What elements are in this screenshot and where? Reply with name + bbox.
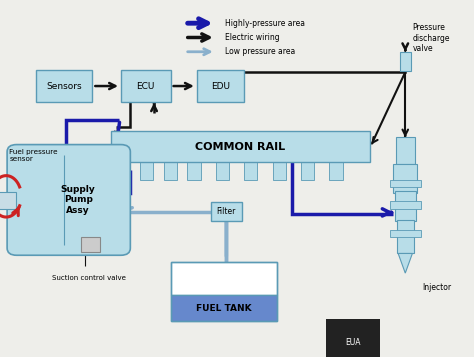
FancyBboxPatch shape: [111, 131, 370, 162]
Text: Sensors: Sensors: [46, 81, 82, 91]
FancyBboxPatch shape: [216, 159, 229, 180]
Text: Suction control valve: Suction control valve: [52, 275, 126, 281]
Text: Electric wiring: Electric wiring: [225, 33, 280, 42]
Text: FUEL TANK: FUEL TANK: [196, 303, 252, 312]
FancyBboxPatch shape: [81, 237, 100, 252]
Text: COMMON RAIL: COMMON RAIL: [195, 142, 286, 152]
FancyBboxPatch shape: [273, 159, 286, 180]
FancyBboxPatch shape: [329, 159, 343, 180]
FancyBboxPatch shape: [164, 159, 177, 180]
FancyBboxPatch shape: [396, 137, 415, 164]
FancyBboxPatch shape: [397, 220, 414, 253]
FancyBboxPatch shape: [121, 70, 171, 102]
Text: Fuel pressure
sensor: Fuel pressure sensor: [9, 149, 58, 162]
FancyBboxPatch shape: [400, 52, 411, 71]
FancyBboxPatch shape: [244, 159, 257, 180]
Text: Supply
Pump
Assy: Supply Pump Assy: [61, 185, 96, 215]
Text: ECU: ECU: [137, 81, 155, 91]
FancyBboxPatch shape: [395, 191, 416, 221]
Text: Highly-pressure area: Highly-pressure area: [225, 19, 305, 28]
Text: Filter: Filter: [217, 207, 236, 216]
FancyBboxPatch shape: [390, 230, 421, 237]
Text: Injector: Injector: [422, 283, 451, 292]
FancyBboxPatch shape: [187, 159, 201, 180]
Text: EDU: EDU: [211, 81, 230, 91]
Polygon shape: [398, 253, 412, 273]
FancyBboxPatch shape: [36, 70, 92, 102]
Text: Pressure
discharge
valve: Pressure discharge valve: [412, 23, 450, 53]
FancyBboxPatch shape: [393, 164, 417, 193]
FancyBboxPatch shape: [0, 192, 16, 209]
FancyBboxPatch shape: [211, 202, 242, 221]
FancyBboxPatch shape: [171, 262, 277, 295]
Text: EUA: EUA: [346, 338, 361, 347]
FancyBboxPatch shape: [140, 159, 153, 180]
FancyBboxPatch shape: [7, 145, 130, 255]
Text: Low pressure area: Low pressure area: [225, 47, 295, 56]
FancyBboxPatch shape: [301, 159, 314, 180]
FancyBboxPatch shape: [171, 295, 277, 321]
FancyBboxPatch shape: [390, 201, 421, 209]
FancyBboxPatch shape: [197, 70, 244, 102]
FancyBboxPatch shape: [390, 180, 421, 187]
